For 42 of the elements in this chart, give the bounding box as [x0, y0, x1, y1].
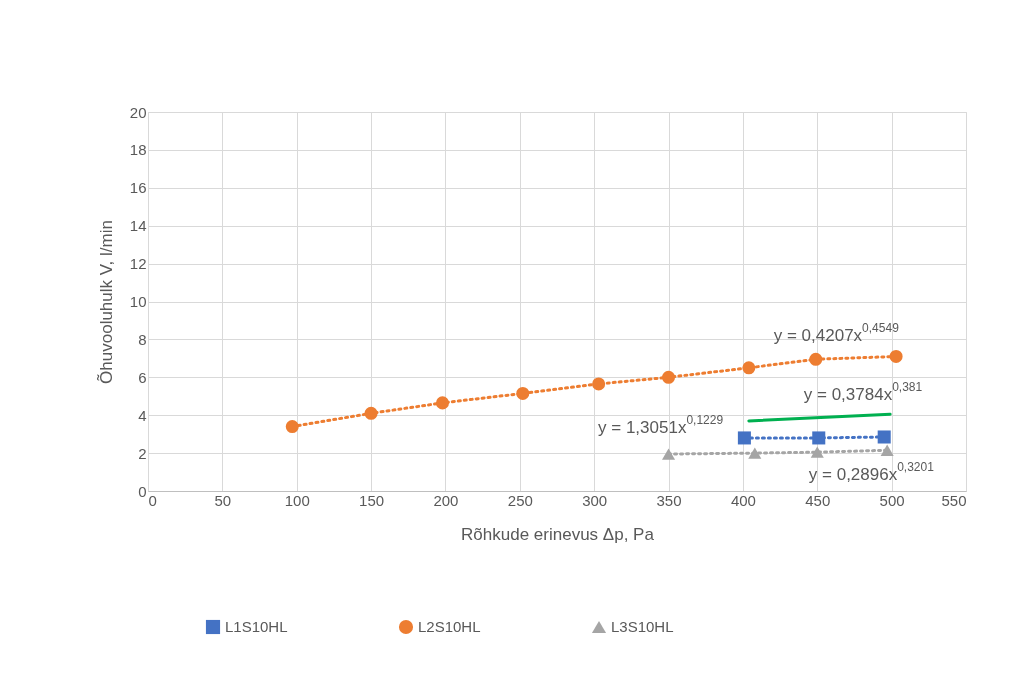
legend-label: L2S10HL — [418, 618, 481, 635]
point — [877, 430, 891, 444]
point — [742, 361, 756, 375]
y-tick-label: 18 — [129, 141, 147, 159]
point — [889, 349, 903, 363]
point — [809, 352, 823, 366]
x-tick-label: 200 — [433, 491, 459, 509]
x-tick-label: 500 — [879, 491, 905, 509]
point — [737, 431, 751, 445]
point — [516, 386, 530, 400]
y-tick-label: 12 — [129, 255, 147, 273]
point — [435, 396, 449, 410]
point — [592, 377, 606, 391]
y-tick-label: 2 — [138, 444, 147, 462]
legend-label: L1S10HL — [225, 618, 288, 635]
point — [285, 420, 299, 434]
y-tick-label: 10 — [129, 293, 147, 310]
y-tick-label: 16 — [129, 179, 147, 197]
y-axis-title: Õhuvooluhulk V, l/min — [96, 220, 116, 384]
point — [812, 431, 826, 445]
point — [810, 446, 824, 458]
y-tick-label: 6 — [138, 368, 147, 386]
y-tick-label: 14 — [129, 217, 147, 235]
legend-label: L3S10HL — [611, 618, 674, 635]
y-tick-label: 4 — [138, 406, 147, 424]
point — [748, 447, 762, 459]
point — [880, 444, 894, 456]
x-tick-label: 100 — [284, 491, 310, 509]
x-tick-label: 400 — [730, 491, 756, 509]
x-tick-label: 250 — [507, 491, 533, 509]
x-tick-label: 50 — [214, 491, 232, 509]
point — [364, 406, 378, 420]
x-tick-label: 450 — [805, 491, 831, 509]
point — [662, 370, 676, 384]
x-tick-label: 150 — [359, 491, 385, 509]
x-tick-label: 300 — [582, 491, 608, 509]
point — [662, 448, 676, 460]
x-axis-title: Rõhkude erinevus Δp, Pa — [461, 524, 655, 544]
x-tick-label: 550 — [941, 491, 967, 509]
x-tick-label: 350 — [656, 491, 682, 509]
y-tick-label: 20 — [129, 103, 147, 121]
y-tick-label: 8 — [138, 330, 147, 348]
